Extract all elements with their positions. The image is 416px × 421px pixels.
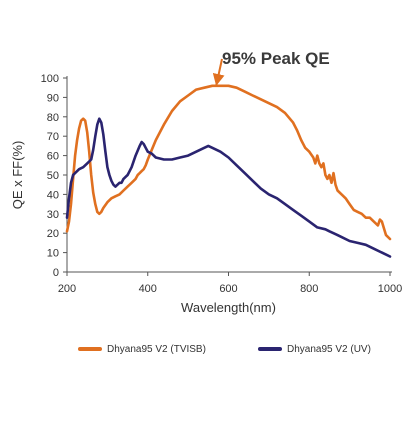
x-tick-label: 600 bbox=[219, 283, 237, 295]
y-tick-label: 80 bbox=[47, 112, 59, 124]
y-tick-label: 60 bbox=[47, 151, 59, 163]
y-tick-label: 70 bbox=[47, 131, 59, 143]
legend-label-0: Dhyana95 V2 (TVISB) bbox=[107, 344, 206, 355]
series-layer bbox=[65, 84, 392, 258]
axes-layer: 0 10 20 30 40 50 60 70 80 90 100 200 400 600 800 1000 bbox=[41, 73, 403, 295]
y-tick-label: 20 bbox=[47, 228, 59, 240]
x-tick-label: 800 bbox=[300, 283, 318, 295]
legend-label-1: Dhyana95 V2 (UV) bbox=[287, 344, 371, 355]
y-tick-label: 0 bbox=[53, 267, 59, 279]
annotation-text: 95% Peak QE bbox=[222, 49, 330, 68]
legend: Dhyana95 V2 (TVISB) Dhyana95 V2 (UV) bbox=[78, 344, 371, 355]
annotation-layer: 95% Peak QE bbox=[212, 49, 330, 86]
series-line-0 bbox=[65, 84, 392, 241]
x-axis-title: Wavelength(nm) bbox=[181, 300, 276, 315]
x-tick-label: 1000 bbox=[378, 283, 402, 295]
y-tick-label: 10 bbox=[47, 248, 59, 260]
y-axis-title: QE x FF(%) bbox=[10, 141, 25, 210]
y-tick-label: 30 bbox=[47, 209, 59, 221]
x-tick-label: 200 bbox=[58, 283, 76, 295]
series-line-1 bbox=[65, 117, 392, 258]
x-tick-label: 400 bbox=[139, 283, 157, 295]
y-tick-label: 100 bbox=[41, 73, 59, 85]
annotation-arrow bbox=[212, 58, 225, 86]
y-tick-label: 90 bbox=[47, 92, 59, 104]
y-tick-label: 40 bbox=[47, 189, 59, 201]
y-tick-label: 50 bbox=[47, 170, 59, 182]
